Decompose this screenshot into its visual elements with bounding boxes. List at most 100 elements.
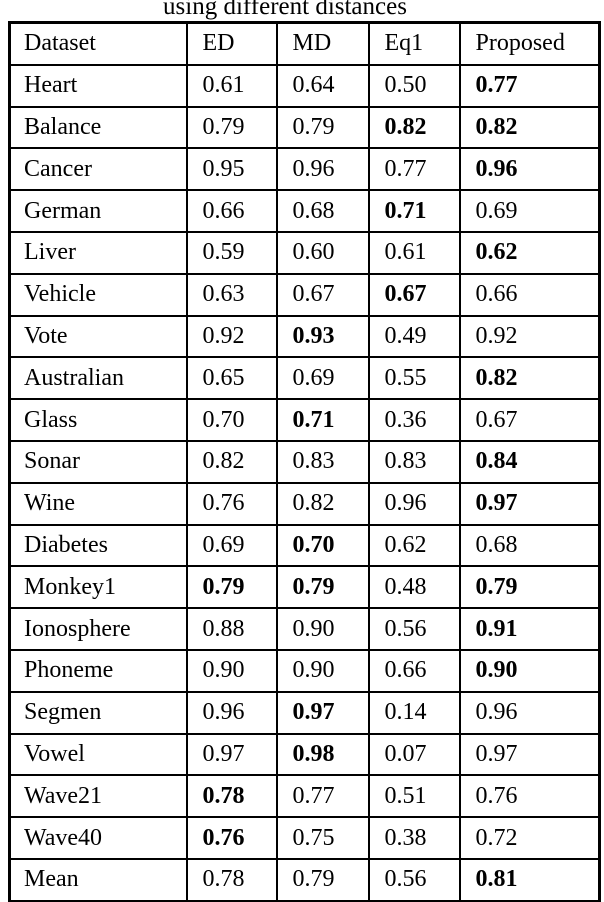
dataset-cell: Australian [8, 356, 188, 401]
table-body: Heart 0.61 0.64 0.50 0.77 Balance 0.79 0… [8, 63, 601, 902]
value-cell-proposed: 0.91 [458, 607, 601, 651]
value-cell-md: 0.97 [275, 690, 370, 735]
dataset-cell: Wave21 [8, 774, 188, 819]
table-row: Sonar 0.82 0.83 0.83 0.84 [8, 439, 601, 484]
value-cell-md: 0.64 [275, 63, 370, 108]
value-cell-proposed: 0.76 [458, 774, 601, 819]
value-cell-eq1: 0.96 [367, 481, 461, 526]
value-cell-md: 0.96 [275, 147, 370, 192]
table-row: Vehicle 0.63 0.67 0.67 0.66 [8, 272, 601, 317]
value-cell-ed: 0.65 [185, 356, 278, 401]
value-cell-md: 0.90 [275, 648, 370, 693]
dataset-cell: Segmen [8, 690, 188, 735]
value-cell-ed: 0.95 [185, 147, 278, 192]
dataset-cell: Vehicle [8, 272, 188, 317]
value-cell-md: 0.93 [275, 314, 370, 359]
value-cell-eq1: 0.48 [367, 565, 461, 610]
value-cell-eq1: 0.36 [367, 398, 461, 442]
value-cell-ed: 0.88 [185, 607, 278, 651]
table-row: Liver 0.59 0.60 0.61 0.62 [8, 230, 601, 275]
table-row: Vote 0.92 0.93 0.49 0.92 [8, 314, 601, 359]
value-cell-ed: 0.76 [185, 816, 278, 860]
value-cell-eq1: 0.14 [367, 690, 461, 735]
dataset-cell: Ionosphere [8, 607, 188, 651]
table-row: Wine 0.76 0.82 0.96 0.97 [8, 481, 601, 526]
value-cell-proposed: 0.66 [458, 272, 601, 317]
header-eq1: Eq1 [367, 21, 461, 66]
value-cell-proposed: 0.79 [458, 565, 601, 610]
header-row: Dataset ED MD Eq1 Proposed [8, 21, 601, 66]
value-cell-ed: 0.97 [185, 732, 278, 777]
table-row: Cancer 0.95 0.96 0.77 0.96 [8, 147, 601, 192]
value-cell-eq1: 0.49 [367, 314, 461, 359]
value-cell-ed: 0.79 [185, 565, 278, 610]
dataset-cell: Sonar [8, 439, 188, 484]
table-row: Ionosphere 0.88 0.90 0.56 0.91 [8, 607, 601, 651]
dataset-cell: Wine [8, 481, 188, 526]
value-cell-eq1: 0.07 [367, 732, 461, 777]
value-cell-md: 0.79 [275, 857, 370, 902]
table-row: Australian 0.65 0.69 0.55 0.82 [8, 356, 601, 401]
dataset-cell: Cancer [8, 147, 188, 192]
value-cell-ed: 0.63 [185, 272, 278, 317]
value-cell-md: 0.71 [275, 398, 370, 442]
value-cell-md: 0.70 [275, 523, 370, 568]
table-row: Segmen 0.96 0.97 0.14 0.96 [8, 690, 601, 735]
value-cell-proposed: 0.84 [458, 439, 601, 484]
value-cell-proposed: 0.96 [458, 690, 601, 735]
value-cell-proposed: 0.97 [458, 732, 601, 777]
value-cell-proposed: 0.62 [458, 230, 601, 275]
table-row: Mean 0.78 0.79 0.56 0.81 [8, 857, 601, 902]
table-row: Diabetes 0.69 0.70 0.62 0.68 [8, 523, 601, 568]
value-cell-ed: 0.76 [185, 481, 278, 526]
dataset-cell: Phoneme [8, 648, 188, 693]
value-cell-ed: 0.96 [185, 690, 278, 735]
dataset-cell: Monkey1 [8, 565, 188, 610]
value-cell-md: 0.79 [275, 105, 370, 150]
value-cell-md: 0.69 [275, 356, 370, 401]
value-cell-md: 0.98 [275, 732, 370, 777]
value-cell-proposed: 0.68 [458, 523, 601, 568]
value-cell-ed: 0.59 [185, 230, 278, 275]
value-cell-proposed: 0.67 [458, 398, 601, 442]
table-row: Monkey1 0.79 0.79 0.48 0.79 [8, 565, 601, 610]
value-cell-eq1: 0.77 [367, 147, 461, 192]
dataset-cell: Heart [8, 63, 188, 108]
dataset-cell: Glass [8, 398, 188, 442]
value-cell-eq1: 0.50 [367, 63, 461, 108]
value-cell-proposed: 0.81 [458, 857, 601, 902]
dataset-cell: Liver [8, 230, 188, 275]
value-cell-ed: 0.66 [185, 189, 278, 233]
dataset-cell: Balance [8, 105, 188, 150]
value-cell-proposed: 0.77 [458, 63, 601, 108]
value-cell-md: 0.82 [275, 481, 370, 526]
value-cell-eq1: 0.38 [367, 816, 461, 860]
header-md: MD [275, 21, 370, 66]
dataset-cell: Mean [8, 857, 188, 902]
value-cell-proposed: 0.72 [458, 816, 601, 860]
dataset-cell: Vote [8, 314, 188, 359]
value-cell-md: 0.68 [275, 189, 370, 233]
value-cell-eq1: 0.67 [367, 272, 461, 317]
table-header: Dataset ED MD Eq1 Proposed [8, 21, 601, 66]
value-cell-eq1: 0.56 [367, 607, 461, 651]
value-cell-ed: 0.92 [185, 314, 278, 359]
value-cell-proposed: 0.96 [458, 147, 601, 192]
table-row: Heart 0.61 0.64 0.50 0.77 [8, 63, 601, 108]
header-dataset: Dataset [8, 21, 188, 66]
value-cell-proposed: 0.69 [458, 189, 601, 233]
value-cell-eq1: 0.66 [367, 648, 461, 693]
value-cell-md: 0.75 [275, 816, 370, 860]
table-row: Glass 0.70 0.71 0.36 0.67 [8, 398, 601, 442]
value-cell-eq1: 0.55 [367, 356, 461, 401]
table-row: Wave21 0.78 0.77 0.51 0.76 [8, 774, 601, 819]
value-cell-ed: 0.78 [185, 857, 278, 902]
value-cell-ed: 0.78 [185, 774, 278, 819]
value-cell-md: 0.77 [275, 774, 370, 819]
value-cell-eq1: 0.82 [367, 105, 461, 150]
value-cell-eq1: 0.51 [367, 774, 461, 819]
header-ed: ED [185, 21, 278, 66]
table-row: Phoneme 0.90 0.90 0.66 0.90 [8, 648, 601, 693]
value-cell-eq1: 0.61 [367, 230, 461, 275]
value-cell-ed: 0.61 [185, 63, 278, 108]
